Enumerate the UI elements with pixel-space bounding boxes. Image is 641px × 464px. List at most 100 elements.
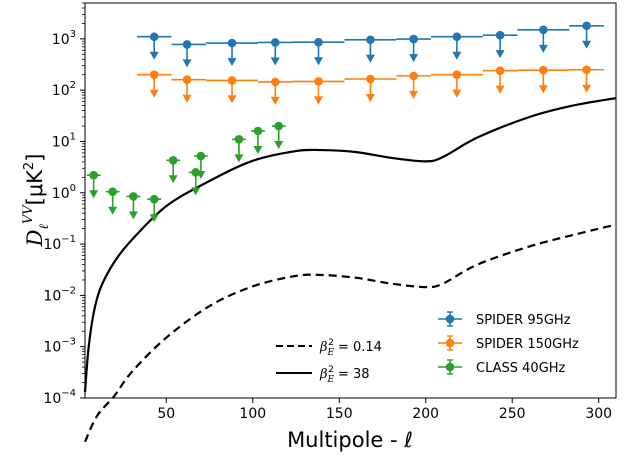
spider-150ghz-point xyxy=(452,70,462,80)
spider-150ghz-limit-arrow xyxy=(149,89,159,98)
spider-150ghz-limit-arrow xyxy=(538,85,548,94)
spider-150ghz-limit-arrow xyxy=(495,85,505,94)
spider-95ghz-point xyxy=(452,32,462,42)
x-tick-label: 200 xyxy=(412,406,439,422)
spider-95ghz-limit-arrow xyxy=(314,57,324,66)
spider-95ghz-point xyxy=(495,30,505,40)
y-axis-units: [μK xyxy=(23,169,47,206)
legend-dashed-label: βE2 = 0.14 xyxy=(319,338,382,358)
y-axis-symbol: D xyxy=(23,229,47,247)
curve-beta-0-14 xyxy=(83,223,617,443)
y-tick-label: 100 xyxy=(52,183,76,202)
svg-text:DℓVV[μK2]: DℓVV[μK2] xyxy=(21,154,52,248)
legend-class-40ghz-label: CLASS 40GHz xyxy=(476,361,566,376)
legend-curves: βE2 = 0.14 βE2 = 38 xyxy=(276,338,382,385)
class-40ghz-limit-arrow xyxy=(234,154,244,163)
y-axis-subscript: ℓ xyxy=(37,224,52,230)
y-tick-label: 10−2 xyxy=(43,285,76,304)
spider-150ghz-limit-arrow xyxy=(314,96,324,105)
spider-95ghz-limit-arrow xyxy=(582,40,592,49)
spider-150ghz-point xyxy=(409,71,418,81)
spider-150ghz-point xyxy=(182,75,192,84)
x-axis-title: Multipole - ℓ xyxy=(287,428,413,452)
x-tick-label: 150 xyxy=(326,406,353,422)
spider-95ghz-limit-arrow xyxy=(227,58,237,67)
y-axis-title: DℓVV[μK2] xyxy=(21,154,52,248)
spider-150ghz-point xyxy=(270,77,280,87)
legend-solid-label: βE2 = 38 xyxy=(319,365,370,385)
x-tick-label: 300 xyxy=(585,406,612,422)
y-axis-superscript: VV xyxy=(21,204,36,224)
spider-95ghz-point xyxy=(409,34,418,44)
y-tick-label: 102 xyxy=(52,80,76,99)
legend-spider-150ghz-label: SPIDER 150GHz xyxy=(476,337,579,352)
y-tick-label: 10−1 xyxy=(43,234,76,253)
spider-150ghz-limit-arrow xyxy=(582,84,592,93)
class-40ghz-point xyxy=(149,194,159,204)
class-40ghz-limit-arrow xyxy=(253,145,263,154)
y-axis-units-exponent: 2 xyxy=(22,162,37,170)
class-40ghz-point xyxy=(274,121,284,131)
spider-150ghz-point xyxy=(582,65,591,75)
spider-150ghz-limit-arrow xyxy=(452,89,462,98)
curve-beta-38 xyxy=(83,97,617,393)
spider-95ghz-point xyxy=(366,35,375,45)
x-tick-label: 100 xyxy=(239,406,266,422)
spider-150ghz-point xyxy=(149,70,159,80)
class-40ghz-point xyxy=(191,168,200,177)
y-tick-label: 10−3 xyxy=(43,337,76,356)
spider-95ghz-point xyxy=(149,32,159,42)
legend-class-40ghz-marker xyxy=(445,362,455,372)
spider-95ghz-point xyxy=(582,21,591,31)
class-40ghz-point xyxy=(89,170,98,180)
spider-95ghz-point xyxy=(227,38,237,48)
spider-95ghz-limit-arrow xyxy=(409,54,419,63)
spider-95ghz-point xyxy=(539,25,548,35)
spider-150ghz-limit-arrow xyxy=(227,95,237,104)
class-40ghz-point xyxy=(129,192,138,201)
spider-150ghz-limit-arrow xyxy=(270,96,280,105)
class-40ghz-limit-arrow xyxy=(108,206,118,215)
spider-150ghz-point xyxy=(227,76,237,85)
class-40ghz-point xyxy=(168,155,178,165)
spider-150ghz-point xyxy=(539,65,548,75)
spider-95ghz-limit-arrow xyxy=(495,50,505,59)
y-axis-ticks: 10−4 10−3 10−2 10−1 100 101 102 103 xyxy=(43,2,85,407)
y-tick-label: 10−4 xyxy=(43,388,76,407)
y-axis-units-close: ] xyxy=(23,154,47,162)
y-tick-label: 103 xyxy=(52,29,76,48)
class-40ghz-point xyxy=(108,187,117,196)
class-40ghz-limit-arrow xyxy=(89,190,99,199)
spider-150ghz-point xyxy=(366,74,375,84)
x-axis-ticks: 50 100 150 200 250 300 xyxy=(157,398,612,422)
spider-95ghz-point xyxy=(314,37,323,47)
class-40ghz-limit-arrow xyxy=(128,211,138,220)
class-40ghz-limit-arrow xyxy=(274,141,284,150)
spider-95ghz-limit-arrow xyxy=(270,57,280,66)
class-40ghz-point xyxy=(234,135,244,144)
spider-95ghz-point xyxy=(182,40,192,49)
spider-95ghz-limit-arrow xyxy=(452,51,462,60)
class-40ghz-limit-arrow xyxy=(191,187,201,196)
class-40ghz-point xyxy=(253,126,263,136)
data-markers xyxy=(89,21,591,204)
legend-spider-95ghz-label: SPIDER 95GHz xyxy=(476,313,571,328)
spider-150ghz-limit-arrow xyxy=(182,94,192,103)
class-40ghz-limit-arrow xyxy=(149,214,159,223)
class-40ghz-point xyxy=(196,151,206,161)
model-curves xyxy=(83,97,617,443)
x-tick-label: 250 xyxy=(499,406,526,422)
legend-series: SPIDER 95GHz SPIDER 150GHz CLASS 40GHz xyxy=(438,311,579,376)
spider-150ghz-limit-arrow xyxy=(409,90,419,99)
spider-150ghz-limit-arrow xyxy=(365,94,375,103)
x-tick-label: 50 xyxy=(157,406,175,422)
spider-95ghz-limit-arrow xyxy=(182,59,192,68)
legend-spider-150ghz-marker xyxy=(445,338,455,348)
y-tick-label: 101 xyxy=(52,131,76,150)
spider-95ghz-point xyxy=(270,38,280,47)
class-40ghz-limit-arrow xyxy=(168,175,178,184)
spider-150ghz-point xyxy=(495,66,505,75)
spider-95ghz-limit-arrow xyxy=(538,44,548,53)
spider-150ghz-point xyxy=(314,77,323,86)
